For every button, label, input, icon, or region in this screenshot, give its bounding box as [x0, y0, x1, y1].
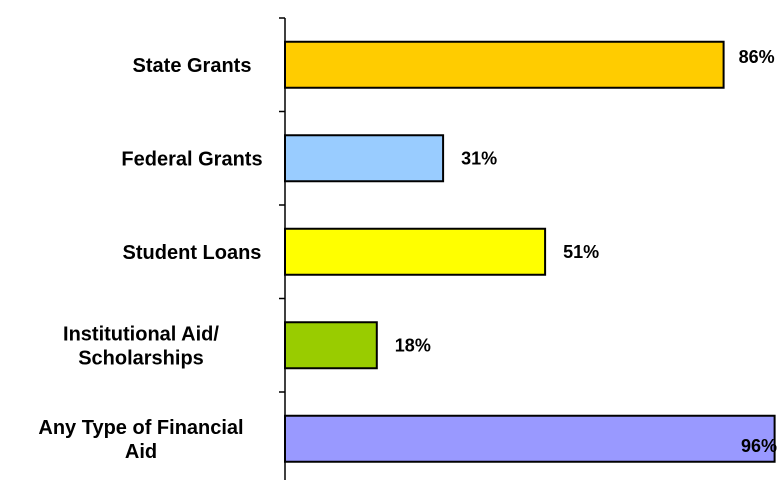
category-label: Institutional Aid/: [63, 323, 219, 345]
bar: [284, 414, 776, 463]
bar: [284, 134, 445, 183]
axis-ticks: [279, 17, 285, 393]
category-labels: State Grants Federal Grants Student Loans I…: [38, 55, 262, 463]
value-label: 96%: [741, 436, 777, 456]
category-label: State Grants: [133, 55, 252, 77]
category-label: Federal Grants: [121, 148, 262, 170]
value-labels: 86% 31% 51% 18% 96%: [395, 47, 777, 456]
value-label: 86%: [739, 47, 775, 67]
category-label: Any Type of Financial: [38, 417, 243, 439]
value-label: 51%: [563, 242, 599, 262]
category-label: Scholarships: [78, 347, 204, 369]
category-label: Aid: [125, 441, 157, 463]
value-label: 31%: [461, 148, 497, 168]
bar: [284, 321, 378, 370]
value-label: 18%: [395, 335, 431, 355]
bars: [284, 40, 776, 463]
bar: [284, 40, 725, 89]
category-label: Student Loans: [123, 242, 262, 264]
bar: [284, 227, 547, 276]
